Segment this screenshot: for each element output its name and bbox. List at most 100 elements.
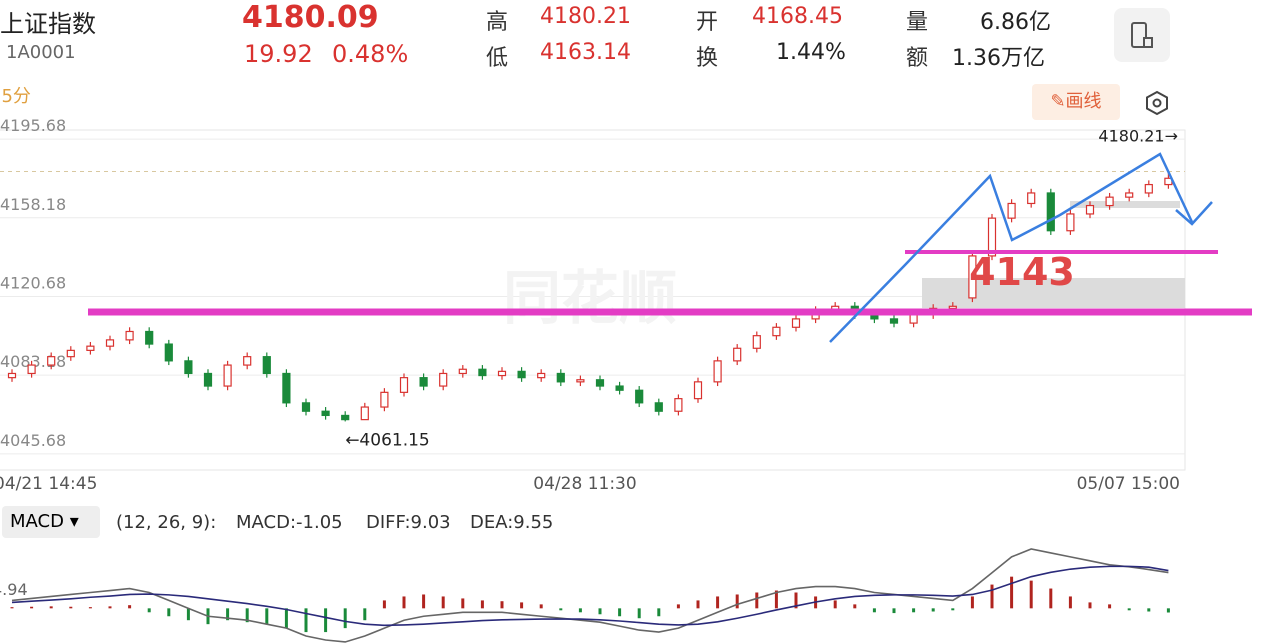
indicator-selector[interactable]: MACD ▾: [2, 506, 100, 538]
candle-body: [243, 356, 252, 366]
stat-value: 1.44%: [776, 40, 846, 65]
candle-body: [380, 391, 389, 408]
stat-label: 低: [486, 46, 509, 71]
hand-drawn-arrowhead: [1175, 201, 1213, 226]
stat-label: 量: [906, 10, 929, 35]
candle-body: [497, 370, 507, 377]
candle-body: [517, 370, 526, 379]
candle-body: [66, 349, 75, 358]
stat-value: 1.36万亿: [952, 46, 1045, 71]
y-tick-label: 4045.68: [0, 431, 66, 450]
candle-body: [1105, 196, 1114, 207]
x-tick-label: 04/21 14:45: [0, 474, 97, 494]
draw-button-label: ✎: [1050, 91, 1066, 112]
stat-label: 高: [486, 10, 509, 35]
indicator-name: MACD: [10, 511, 64, 532]
candle-body: [772, 326, 781, 337]
candle-body: [1144, 183, 1153, 194]
index-code: 1A0001: [6, 42, 76, 63]
macd-params: (12, 26, 9):: [116, 512, 217, 533]
gray-zone: [922, 278, 1185, 308]
macd-line: [11, 548, 1169, 643]
stat-label: 开: [696, 10, 719, 35]
candle-body: [1046, 192, 1055, 232]
macd-line: [11, 565, 1169, 627]
candle-body: [1085, 204, 1095, 215]
macd-legend: DEA:9.55: [470, 512, 554, 533]
candle-body: [1027, 192, 1036, 205]
stat-value: 4180.21: [540, 4, 631, 29]
candle-body: [635, 389, 644, 404]
candle-body: [693, 381, 703, 400]
stat-label: 换: [696, 46, 719, 71]
stat-value: 6.86亿: [980, 10, 1051, 35]
candle-body: [145, 330, 154, 345]
price: 4180.09: [242, 0, 379, 35]
period-selector[interactable]: 15分: [0, 86, 31, 107]
y-tick-label: 4120.68: [0, 273, 66, 292]
candle-body: [1066, 213, 1075, 232]
candle-body: [399, 377, 409, 393]
y-tick-label: 4158.18: [0, 195, 66, 214]
y-tick-label: 4.94: [0, 580, 28, 599]
candle-body: [615, 385, 624, 391]
settings-icon[interactable]: [1142, 88, 1172, 118]
stat-value: 4163.14: [540, 40, 631, 65]
x-tick-label: 04/28 11:30: [533, 474, 636, 494]
candle-body: [909, 314, 918, 324]
candle-body: [752, 335, 761, 349]
macd-legend: DIFF:9.03: [366, 512, 451, 533]
candle-body: [27, 364, 36, 375]
candle-body: [791, 318, 801, 328]
candle-body: [968, 255, 977, 299]
candle-body: [282, 372, 291, 404]
high-annotation: 4180.21→: [1098, 127, 1178, 146]
watermark: 同花顺: [503, 264, 677, 332]
candle-body: [733, 347, 742, 362]
y-tick-label: 4195.68: [0, 116, 66, 135]
candle-body: [341, 414, 350, 421]
change: 19.92: [244, 40, 313, 68]
candle-body: [439, 372, 448, 387]
candle-body: [595, 379, 605, 387]
low-annotation: ←4061.15: [345, 430, 430, 450]
change-pct: 0.48%: [332, 40, 409, 68]
x-tick-label: 05/07 15:00: [1077, 474, 1180, 494]
draw-button-label: 画线: [1065, 91, 1102, 112]
candle-body: [674, 398, 683, 412]
macd-legend: MACD:-1.05: [236, 512, 343, 533]
index-name: 上证指数: [0, 10, 96, 38]
candle-body: [164, 343, 173, 362]
candle-body: [948, 305, 957, 309]
candle-body: [889, 318, 899, 324]
candle-body: [262, 356, 271, 375]
candle-body: [576, 379, 585, 383]
candle-body: [125, 330, 134, 341]
stat-label: 额: [906, 46, 929, 71]
candle-body: [223, 364, 232, 387]
draw-button[interactable]: ✎画线: [1032, 84, 1120, 120]
candle-body: [203, 372, 213, 387]
candle-body: [458, 368, 467, 375]
candle-body: [713, 360, 722, 383]
candle-body: [478, 368, 487, 377]
device-icon: [1131, 22, 1153, 48]
candle-body: [556, 372, 565, 383]
candle-body: [1125, 192, 1134, 198]
level-annotation: 4143: [969, 250, 1075, 294]
candle-body: [184, 360, 193, 375]
candle-body: [47, 356, 56, 366]
device-button[interactable]: [1114, 8, 1170, 62]
candle-body: [537, 372, 546, 379]
gray-zone: [1070, 201, 1180, 208]
stat-value: 4168.45: [752, 4, 843, 29]
candle-body: [7, 372, 17, 379]
candle-body: [987, 217, 997, 257]
candle-body: [1007, 202, 1016, 219]
candle-body: [360, 406, 369, 421]
candle-body: [654, 402, 663, 412]
candle-body: [86, 345, 95, 351]
candle-body: [301, 402, 311, 412]
